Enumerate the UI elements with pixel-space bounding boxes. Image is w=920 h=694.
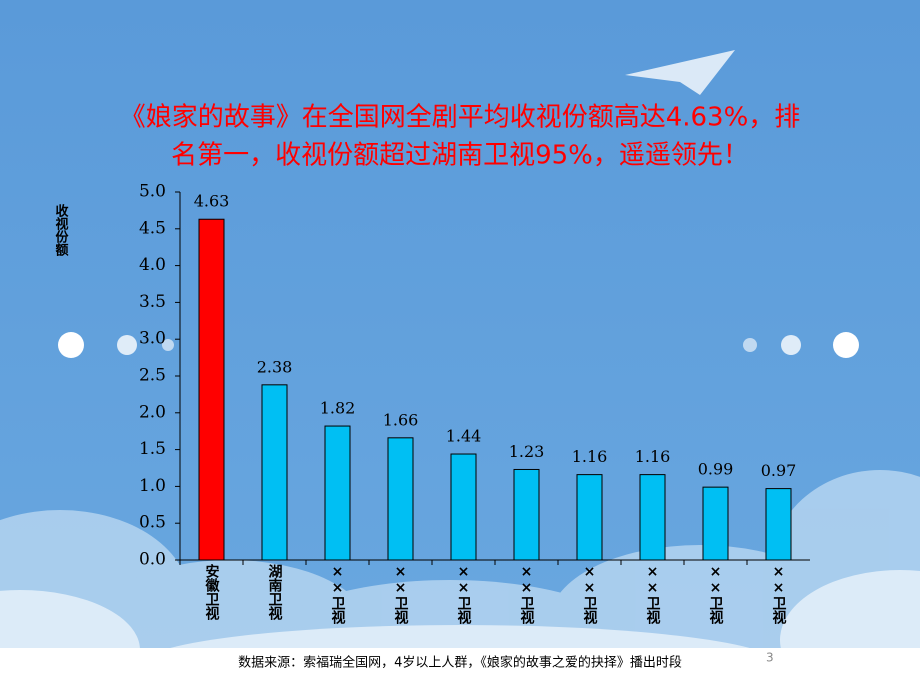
data-label: 1.16 [635,447,671,466]
data-label: 1.16 [572,447,608,466]
bar [387,437,414,561]
x-tick-label: ××卫视 [582,564,598,625]
data-label: 2.38 [257,357,293,376]
data-label: 1.66 [383,410,419,429]
x-tick-label: ××卫视 [456,564,472,625]
bar [513,468,540,561]
x-tick-label: 湖南卫视 [267,564,283,621]
footer-band [0,648,920,690]
bar [261,384,288,561]
y-tick-label: 2.5 [139,366,166,386]
x-tick-label: ××卫视 [645,564,661,625]
y-axis-label: 收视份额 [53,203,69,257]
y-tick-label: 3.5 [139,292,166,312]
bar [639,474,666,561]
title-line: 《娘家的故事》在全国网全剧平均收视份额高达4.63%，排 [120,103,801,133]
y-tick-label: 2.0 [139,402,166,422]
y-tick-label: 0.0 [139,550,166,570]
y-tick-label: 1.0 [139,476,166,496]
data-label: 0.99 [698,460,734,479]
bar [324,425,351,561]
data-label: 4.63 [194,192,230,211]
data-label: 1.44 [446,427,482,446]
x-tick-label: ××卫视 [708,564,724,625]
dots [58,332,859,358]
x-tick-label: ××卫视 [519,564,535,625]
data-label: 0.97 [761,461,797,480]
bar [765,488,792,561]
bar [198,218,225,561]
data-label: 1.82 [320,399,356,418]
x-tick-label: ××卫视 [330,564,346,625]
y-tick-label: 5.0 [139,182,166,202]
y-tick-label: 0.5 [139,513,166,533]
x-tick-label: ××卫视 [393,564,409,625]
data-label: 1.23 [509,442,545,461]
paper-plane [625,50,735,95]
source-note: 数据来源：索福瑞全国网，4岁以上人群，《娘家的故事之爱的抉择》播出时段 [238,655,682,671]
bar [450,453,477,561]
x-tick-label: ××卫视 [771,564,787,625]
title-line: 名第一，收视份额超过湖南卫视95%，遥遥领先！ [171,141,749,171]
page-number: 3 [766,651,774,665]
y-tick-label: 1.5 [139,439,166,459]
y-tick-label: 3.0 [139,329,166,349]
y-tick-label: 4.5 [139,218,166,238]
bar [576,474,603,561]
x-tick-label: 安徽卫视 [204,563,221,621]
y-tick-label: 4.0 [139,255,166,275]
bar [702,486,729,561]
